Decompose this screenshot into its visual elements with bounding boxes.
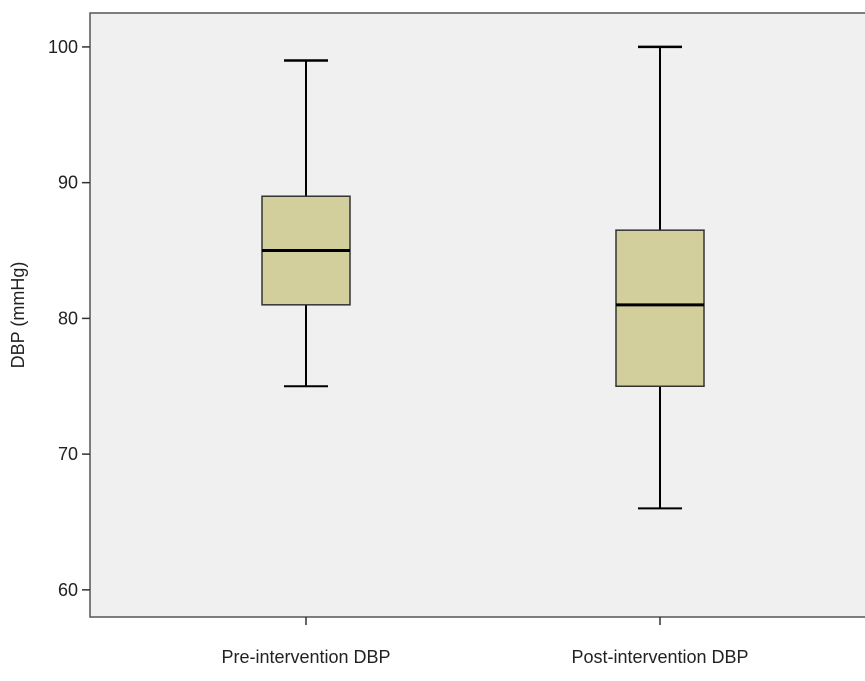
x-axis: Pre-intervention DBP Post-intervention DB… bbox=[221, 617, 749, 667]
y-tick-label: 90 bbox=[58, 173, 78, 193]
x-tick-label: Pre-intervention DBP bbox=[221, 647, 390, 667]
boxes bbox=[261, 45, 705, 510]
y-axis-title: DBP (mmHg) bbox=[8, 262, 28, 369]
plot-area bbox=[89, 12, 865, 618]
box-group bbox=[615, 45, 705, 510]
y-tick-label: 100 bbox=[48, 37, 78, 57]
y-axis: 60 70 80 90 100 bbox=[48, 37, 90, 600]
x-tick-label: Post-intervention DBP bbox=[571, 647, 748, 667]
y-tick-label: 70 bbox=[58, 444, 78, 464]
y-tick-label: 80 bbox=[58, 308, 78, 328]
y-tick-label: 60 bbox=[58, 580, 78, 600]
iqr-box bbox=[615, 229, 705, 388]
box-group bbox=[261, 59, 351, 388]
